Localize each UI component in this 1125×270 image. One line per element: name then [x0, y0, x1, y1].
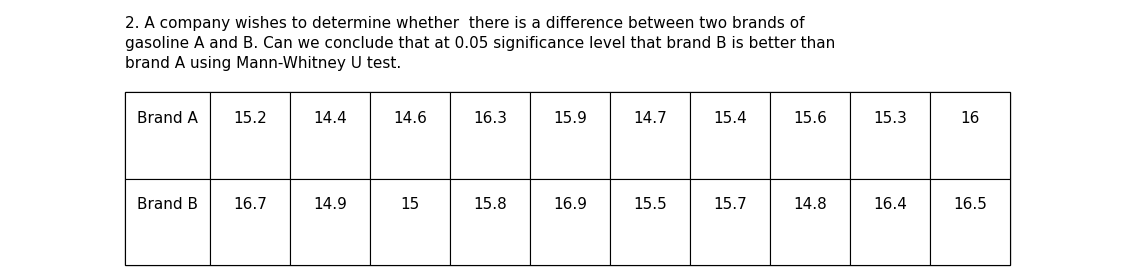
Bar	[290, 178, 370, 265]
Text: gasoline A and B. Can we conclude that at 0.05 significance level that brand B i: gasoline A and B. Can we conclude that a…	[125, 36, 835, 51]
Bar	[850, 92, 930, 178]
Text: Brand A: Brand A	[137, 111, 198, 126]
Text: 15.6: 15.6	[793, 111, 827, 126]
Bar	[210, 92, 290, 178]
Text: 2. A company wishes to determine whether  there is a difference between two bran: 2. A company wishes to determine whether…	[125, 16, 804, 31]
Text: brand A using Mann-Whitney U test.: brand A using Mann-Whitney U test.	[125, 56, 402, 71]
Text: 16.9: 16.9	[554, 197, 587, 212]
Text: 16.4: 16.4	[873, 197, 907, 212]
Bar	[290, 92, 370, 178]
Bar	[530, 92, 610, 178]
Text: 15.4: 15.4	[713, 111, 747, 126]
Bar	[930, 92, 1010, 178]
Bar	[125, 92, 1010, 265]
Bar	[210, 178, 290, 265]
Bar	[610, 92, 690, 178]
Text: 15.2: 15.2	[233, 111, 267, 126]
Bar	[450, 92, 530, 178]
Bar	[850, 178, 930, 265]
Bar	[930, 178, 1010, 265]
Text: 14.8: 14.8	[793, 197, 827, 212]
Text: 15: 15	[400, 197, 420, 212]
Bar	[610, 178, 690, 265]
Bar	[370, 178, 450, 265]
Text: 14.9: 14.9	[313, 197, 346, 212]
Bar	[690, 178, 770, 265]
Text: Brand B: Brand B	[137, 197, 198, 212]
Text: 15.5: 15.5	[633, 197, 667, 212]
Text: 15.8: 15.8	[474, 197, 507, 212]
Bar	[370, 92, 450, 178]
Text: 16.3: 16.3	[472, 111, 507, 126]
Text: 15.3: 15.3	[873, 111, 907, 126]
Text: 14.4: 14.4	[313, 111, 346, 126]
Bar	[690, 92, 770, 178]
Text: 16.5: 16.5	[953, 197, 987, 212]
Text: 14.7: 14.7	[633, 111, 667, 126]
Text: 14.6: 14.6	[393, 111, 428, 126]
Text: 15.7: 15.7	[713, 197, 747, 212]
Text: 15.9: 15.9	[554, 111, 587, 126]
Bar	[770, 178, 850, 265]
Bar	[530, 178, 610, 265]
Bar	[125, 178, 210, 265]
Bar	[125, 92, 210, 178]
Text: 16.7: 16.7	[233, 197, 267, 212]
Text: 16: 16	[961, 111, 980, 126]
Bar	[770, 92, 850, 178]
Bar	[450, 178, 530, 265]
